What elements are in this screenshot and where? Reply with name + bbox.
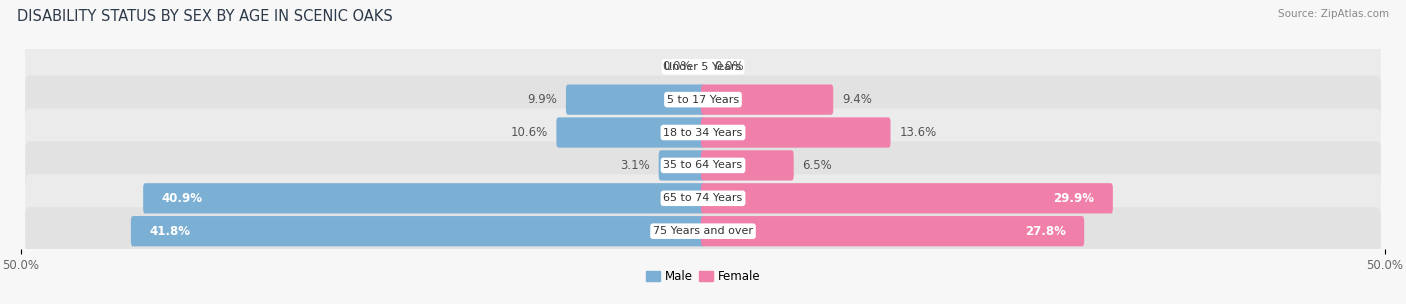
FancyBboxPatch shape xyxy=(143,183,704,213)
Legend: Male, Female: Male, Female xyxy=(641,265,765,288)
Text: 40.9%: 40.9% xyxy=(162,192,202,205)
Text: 65 to 74 Years: 65 to 74 Years xyxy=(664,193,742,203)
FancyBboxPatch shape xyxy=(702,183,1112,213)
FancyBboxPatch shape xyxy=(25,43,1381,91)
Text: 9.9%: 9.9% xyxy=(527,93,557,106)
FancyBboxPatch shape xyxy=(702,117,890,148)
FancyBboxPatch shape xyxy=(25,76,1381,124)
Text: 5 to 17 Years: 5 to 17 Years xyxy=(666,95,740,105)
FancyBboxPatch shape xyxy=(702,150,794,181)
Text: Under 5 Years: Under 5 Years xyxy=(665,62,741,72)
Text: 27.8%: 27.8% xyxy=(1025,225,1066,238)
FancyBboxPatch shape xyxy=(25,141,1381,189)
Text: Source: ZipAtlas.com: Source: ZipAtlas.com xyxy=(1278,9,1389,19)
FancyBboxPatch shape xyxy=(131,216,704,246)
FancyBboxPatch shape xyxy=(567,85,704,115)
FancyBboxPatch shape xyxy=(25,109,1381,157)
Text: 41.8%: 41.8% xyxy=(149,225,190,238)
FancyBboxPatch shape xyxy=(557,117,704,148)
Text: 9.4%: 9.4% xyxy=(842,93,872,106)
FancyBboxPatch shape xyxy=(25,174,1381,222)
FancyBboxPatch shape xyxy=(658,150,704,181)
FancyBboxPatch shape xyxy=(702,216,1084,246)
Text: 0.0%: 0.0% xyxy=(714,60,744,73)
Text: 6.5%: 6.5% xyxy=(803,159,832,172)
Text: 29.9%: 29.9% xyxy=(1053,192,1094,205)
FancyBboxPatch shape xyxy=(702,85,834,115)
Text: 3.1%: 3.1% xyxy=(620,159,650,172)
Text: 13.6%: 13.6% xyxy=(900,126,936,139)
Text: 0.0%: 0.0% xyxy=(662,60,692,73)
FancyBboxPatch shape xyxy=(25,207,1381,255)
Text: 18 to 34 Years: 18 to 34 Years xyxy=(664,127,742,137)
Text: 35 to 64 Years: 35 to 64 Years xyxy=(664,161,742,171)
Text: 75 Years and over: 75 Years and over xyxy=(652,226,754,236)
Text: DISABILITY STATUS BY SEX BY AGE IN SCENIC OAKS: DISABILITY STATUS BY SEX BY AGE IN SCENI… xyxy=(17,9,392,24)
Text: 10.6%: 10.6% xyxy=(510,126,547,139)
